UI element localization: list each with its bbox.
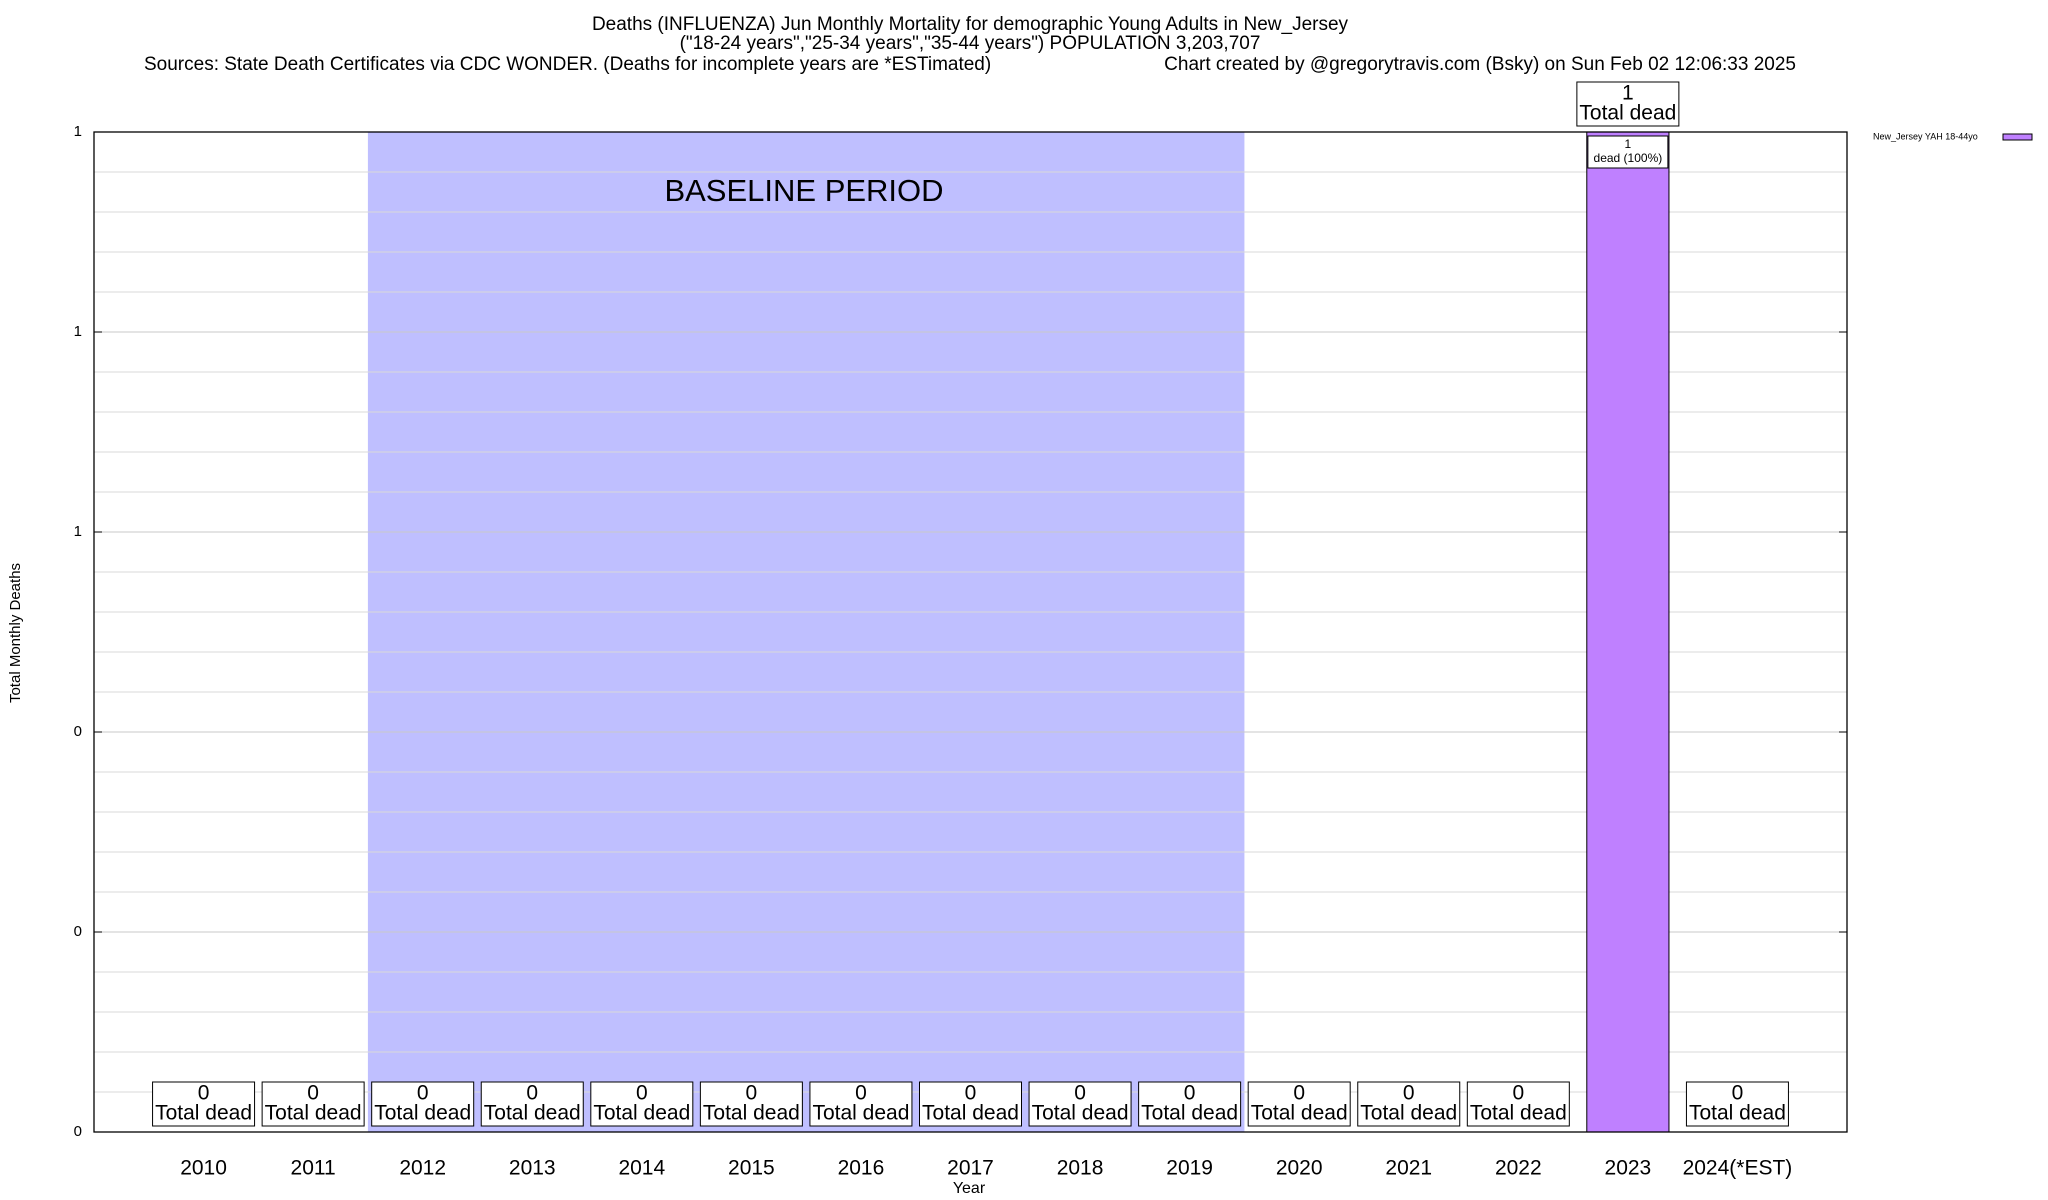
x-tick-label: 2019 — [1166, 1157, 1213, 1180]
x-tick-label: 2015 — [728, 1157, 775, 1180]
value-label-text: Total dead — [265, 1102, 362, 1125]
value-label: 0 — [636, 1082, 648, 1105]
value-label-box — [919, 1081, 1022, 1127]
value-label-box — [590, 1081, 694, 1127]
x-tick-label: 2024(*EST) — [1683, 1157, 1793, 1180]
value-label-box — [699, 1081, 803, 1127]
credit: Chart created by @gregorytravis.com (Bsk… — [1164, 54, 1796, 75]
value-label-box — [1247, 1081, 1351, 1127]
value-label-box — [1685, 1081, 1789, 1127]
y-tick-label: 1 — [74, 523, 82, 540]
value-label: 0 — [526, 1082, 538, 1105]
baseline-band — [367, 132, 1245, 1132]
value-label: 0 — [1403, 1082, 1415, 1105]
value-label-box — [152, 1081, 256, 1127]
value-label-text: Total dead — [703, 1102, 800, 1125]
baseline-label: BASELINE PERIOD — [664, 173, 943, 208]
value-label-text: Total dead — [1360, 1102, 1457, 1125]
segment-label-box — [1587, 135, 1669, 169]
value-label: 0 — [307, 1082, 319, 1105]
value-label-box — [371, 1081, 475, 1127]
value-label: 1 — [1622, 82, 1634, 105]
value-label: 0 — [746, 1082, 758, 1105]
y-tick-label: 0 — [74, 1123, 82, 1140]
value-label-box — [480, 1081, 584, 1127]
value-label: 0 — [1293, 1082, 1305, 1105]
value-label: 0 — [1074, 1082, 1086, 1105]
bar — [1586, 131, 1670, 1133]
value-label-box — [809, 1081, 913, 1127]
chart-subtitle: ("18-24 years","25-34 years","35-44 year… — [680, 33, 1261, 54]
y-tick-label: 0 — [74, 723, 82, 740]
value-label: 0 — [417, 1082, 429, 1105]
y-tick-label: 0 — [74, 923, 82, 940]
plot-frame — [93, 131, 1848, 1133]
value-label-box — [1466, 1081, 1570, 1127]
legend-swatch — [2002, 133, 2033, 141]
value-label: 0 — [1732, 1082, 1744, 1105]
chart-title: Deaths (INFLUENZA) Jun Monthly Mortality… — [592, 14, 1349, 35]
segment-value: 1 — [1625, 137, 1632, 151]
y-axis-label: Total Monthly Deaths — [7, 563, 24, 703]
x-axis-label: Year — [953, 1180, 986, 1197]
legend-label: New_Jersey YAH 18-44yo — [1873, 131, 1978, 141]
y-tick-label: 1 — [74, 123, 82, 140]
x-tick-label: 2014 — [618, 1157, 665, 1180]
x-tick-label: 2016 — [838, 1157, 885, 1180]
x-tick-label: 2013 — [509, 1157, 556, 1180]
value-label: 0 — [1512, 1082, 1524, 1105]
value-label-text: Total dead — [812, 1102, 909, 1125]
value-label: 0 — [198, 1082, 210, 1105]
value-label-text: Total dead — [484, 1102, 581, 1125]
value-label-box — [261, 1081, 365, 1127]
value-label-text: Total dead — [1032, 1102, 1129, 1125]
sources: Sources: State Death Certificates via CD… — [144, 54, 991, 75]
value-label-box — [1357, 1081, 1461, 1127]
value-label-text: Total dead — [155, 1102, 252, 1125]
value-label-box — [1576, 81, 1680, 127]
value-label: 0 — [855, 1082, 867, 1105]
x-tick-label: 2012 — [399, 1157, 446, 1180]
x-tick-label: 2020 — [1276, 1157, 1323, 1180]
x-tick-label: 2023 — [1605, 1157, 1652, 1180]
value-label-text: Total dead — [1251, 1102, 1348, 1125]
x-tick-label: 2021 — [1385, 1157, 1432, 1180]
x-tick-label: 2011 — [291, 1157, 336, 1180]
value-label-text: Total dead — [922, 1102, 1019, 1125]
x-tick-label: 2018 — [1057, 1157, 1104, 1180]
value-label: 0 — [1184, 1082, 1196, 1105]
value-label-text: Total dead — [1689, 1102, 1786, 1125]
x-tick-label: 2017 — [947, 1157, 994, 1180]
y-tick-label: 1 — [74, 323, 82, 340]
value-label-box — [1028, 1081, 1132, 1127]
value-label-text: Total dead — [1141, 1102, 1238, 1125]
x-tick-label: 2022 — [1495, 1157, 1542, 1180]
segment-label: dead (100%) — [1594, 151, 1663, 165]
x-tick-label: 2010 — [180, 1157, 227, 1180]
value-label-text: Total dead — [593, 1102, 690, 1125]
value-label-text: Total dead — [1579, 102, 1676, 125]
value-label-text: Total dead — [374, 1102, 471, 1125]
value-label: 0 — [965, 1082, 977, 1105]
value-label-text: Total dead — [1470, 1102, 1567, 1125]
value-label-box — [1138, 1081, 1242, 1127]
